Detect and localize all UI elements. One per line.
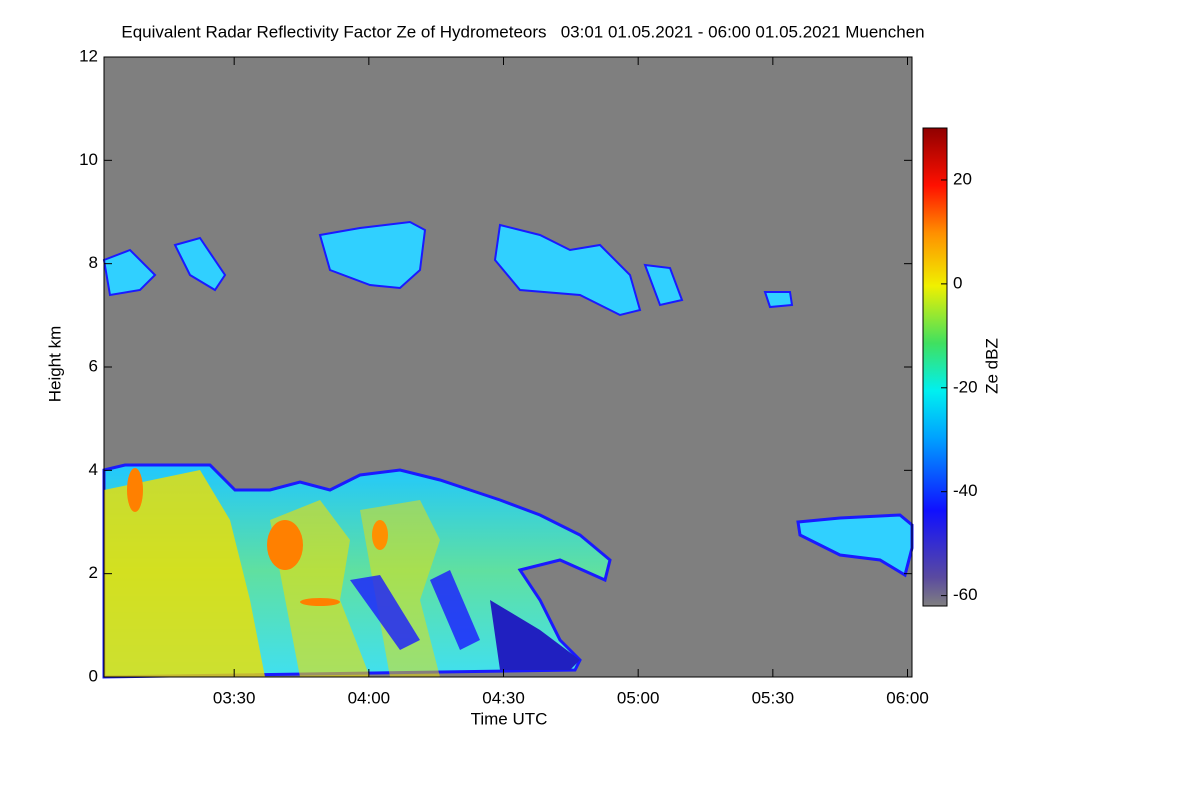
x-tick-label: 05:30 [752, 688, 795, 707]
y-tick-label: 0 [89, 666, 98, 685]
colorbar-tick-label: -20 [953, 377, 978, 396]
colorbar-tick-label: -60 [953, 585, 978, 604]
x-axis-label: Time UTC [471, 709, 548, 728]
y-tick-label: 6 [89, 356, 98, 375]
x-tick-label: 03:30 [213, 688, 256, 707]
y-tick-label: 2 [89, 563, 98, 582]
x-tick-label: 06:00 [886, 688, 929, 707]
colorbar-tick-label: 0 [953, 273, 962, 292]
colorbar-label: Ze dBZ [982, 338, 1001, 394]
y-tick-label: 4 [89, 460, 98, 479]
echo-field [102, 220, 914, 679]
y-tick-label: 10 [79, 150, 98, 169]
y-axis-label: Height km [45, 326, 64, 403]
y-tick-label: 12 [79, 46, 98, 65]
chart-title: Equivalent Radar Reflectivity Factor Ze … [121, 22, 924, 41]
x-tick-label: 04:30 [482, 688, 525, 707]
x-tick-label: 05:00 [617, 688, 660, 707]
colorbar-tick-label: -40 [953, 481, 978, 500]
y-tick-label: 8 [89, 253, 98, 272]
colorbar [922, 127, 948, 607]
x-tick-label: 04:00 [348, 688, 391, 707]
colorbar-tick-label: 20 [953, 169, 972, 188]
